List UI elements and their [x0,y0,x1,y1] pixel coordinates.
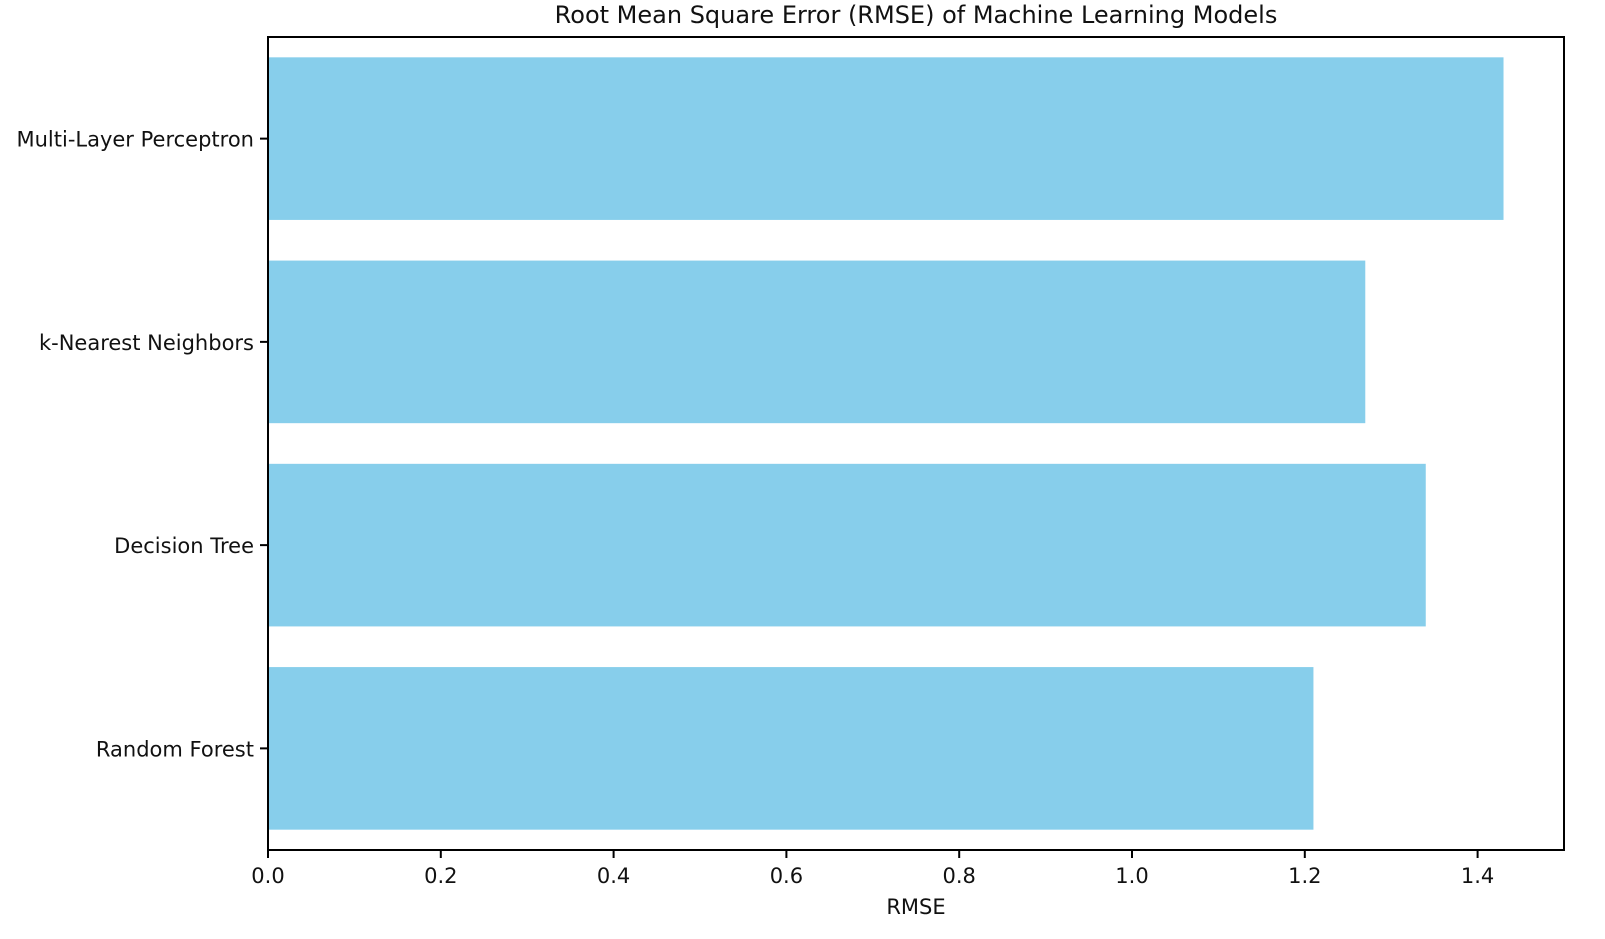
y-tick-label: Random Forest [96,737,254,761]
bar-k-nearest-neighbors [268,260,1366,424]
bars-group [268,57,1504,830]
x-tick-label: 1.2 [1288,864,1321,888]
bar-random-forest [268,667,1314,830]
y-tick-label: k-Nearest Neighbors [39,331,254,355]
x-tick-label: 0.0 [251,864,284,888]
x-tick-label: 1.4 [1461,864,1494,888]
x-axis-label: RMSE [886,895,945,919]
bar-decision-tree [268,463,1426,627]
x-tick-label: 0.8 [942,864,975,888]
x-tick-label: 1.0 [1115,864,1148,888]
bar-multi-layer-perceptron [268,57,1504,220]
y-axis-ticks: Random Forest Decision Tree k-Nearest Neig… [16,128,268,761]
chart-title: Root Mean Square Error (RMSE) of Machine… [555,1,1278,29]
x-axis-ticks: 0.0 0.2 0.4 0.6 0.8 1.0 1.2 1.4 [251,850,1494,888]
y-tick-label: Decision Tree [114,534,254,558]
x-tick-label: 0.2 [424,864,457,888]
x-tick-label: 0.6 [770,864,803,888]
y-tick-label: Multi-Layer Perceptron [16,128,254,152]
plot-frame [267,36,1565,851]
x-tick-label: 0.4 [597,864,630,888]
